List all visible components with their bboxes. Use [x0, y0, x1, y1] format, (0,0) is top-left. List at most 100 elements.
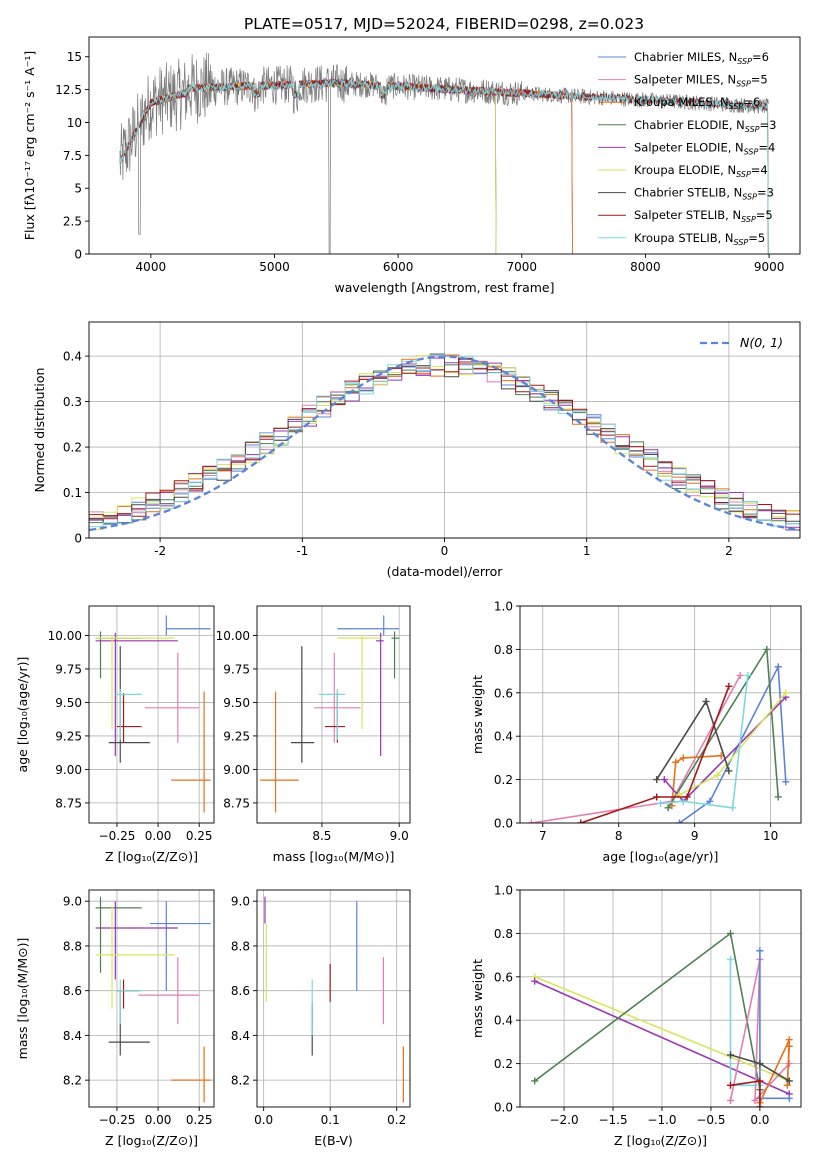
x-tick-label: 0.00	[145, 1113, 172, 1127]
y-tick-label: 0.0	[494, 817, 513, 831]
weight-marker	[660, 776, 668, 784]
weight-marker	[683, 793, 691, 801]
spectrum-legend: Chabrier MILES, NSSP=6 Salpeter MILES, NS…	[598, 50, 776, 247]
weight-marker	[756, 947, 764, 955]
x-tick-label: 4000	[136, 260, 167, 274]
weight-line-3	[667, 646, 779, 809]
weight-marker	[727, 955, 735, 963]
y-tick-label: 0.1	[63, 486, 82, 500]
y-tick-label: 8.6	[231, 984, 250, 998]
plot-frame	[88, 321, 801, 539]
x-axis-label: mass [log₁₀(M/M⊙)]	[273, 849, 395, 864]
x-axis-label: Z [log₁₀(Z/Z⊙)]	[105, 1133, 198, 1148]
x-tick-label: 1	[583, 544, 591, 558]
x-tick-label: 8000	[630, 260, 661, 274]
y-tick-label: 2.5	[63, 215, 82, 229]
weight-marker	[756, 1060, 764, 1068]
y-axis-label: mass [log₁₀(M/M⊙)]	[15, 938, 30, 1060]
x-tick-label: 0.25	[186, 1113, 213, 1127]
y-tick-label: 0.0	[494, 1101, 513, 1115]
x-tick-label: 0.0	[750, 1113, 769, 1127]
x-tick-label: 8	[615, 829, 623, 843]
y-tick-label: 9.50	[55, 696, 82, 710]
y-tick-label: 0.4	[63, 350, 82, 364]
x-tick-label: 0.0	[254, 1113, 273, 1127]
legend-label: N(0, 1)	[740, 335, 783, 350]
weight-marker	[729, 804, 737, 812]
x-tick-label: −0.5	[696, 1113, 725, 1127]
y-tick-label: 0.8	[494, 927, 513, 941]
weight-line-8	[660, 675, 749, 809]
y-tick-label: 8.2	[231, 1074, 250, 1088]
z-weight-panel: −2.0 −1.5 −1.0 −0.5 0.0 0.0 0.2 0.4 0.6 0.8 1.0 Z […	[470, 884, 802, 1148]
weight-marker	[785, 1077, 793, 1085]
z-age-panel: −0.25 0.00 0.25 8.75 9.00 9.25 9.50 9.75 10.00 Z …	[15, 605, 215, 864]
z-mass-panel: −0.25 0.00 0.25 8.2 8.4 8.6 8.8 9.0 Z [log₁₀(Z/Z…	[15, 889, 215, 1148]
y-tick-label: 10.00	[216, 629, 250, 643]
legend-label: Kroupa ELODIE, NSSP=4	[634, 163, 768, 179]
y-tick-label: 8.6	[63, 984, 82, 998]
weight-marker	[756, 1103, 764, 1107]
x-tick-label: −0.25	[99, 1113, 136, 1127]
x-tick-label: 2	[725, 544, 733, 558]
y-tick-label: 0.4	[494, 730, 513, 744]
weight-line-1	[534, 980, 790, 1095]
weight-marker	[785, 1042, 793, 1050]
y-tick-label: 9.00	[55, 763, 82, 777]
weight-marker	[736, 671, 744, 679]
weight-marker	[679, 797, 687, 805]
plot-frame	[519, 889, 802, 1108]
y-tick-label: 0	[74, 532, 82, 546]
legend-label: Salpeter MILES, NSSP=5	[634, 73, 768, 89]
weight-marker	[679, 754, 687, 762]
plot-area	[531, 929, 793, 1107]
age-weight-panel: 7 8 9 10 0.0 0.2 0.4 0.6 0.8 1.0 age [log₁₀(age/yr…	[470, 600, 802, 864]
weight-marker	[774, 793, 782, 801]
x-tick-label: 0.2	[387, 1113, 406, 1127]
y-tick-label: 0.8	[494, 643, 513, 657]
plot-frame	[256, 605, 411, 824]
y-tick-label: 9.25	[55, 729, 82, 743]
plot-frame	[88, 605, 215, 824]
y-tick-label: 8.4	[231, 1029, 250, 1043]
y-tick-label: 15	[67, 50, 82, 64]
legend-label: Chabrier STELIB, NSSP=3	[634, 186, 774, 202]
weight-marker	[706, 797, 714, 805]
weight-marker	[751, 1096, 759, 1104]
weight-marker	[675, 819, 683, 823]
weight-line-0	[534, 976, 790, 1082]
y-tick-label: 9.50	[223, 696, 250, 710]
model-line-2	[119, 78, 574, 254]
y-tick-label: 0.6	[494, 686, 513, 700]
x-tick-label: 0	[441, 544, 449, 558]
y-tick-label: 1.0	[494, 600, 513, 614]
y-tick-label: 0.2	[494, 1057, 513, 1071]
y-tick-label: 8.8	[231, 939, 250, 953]
weight-marker	[785, 1036, 793, 1044]
weight-line-1	[679, 663, 787, 823]
weight-marker	[763, 645, 771, 653]
x-axis-label: Z [log₁₀(Z/Z⊙)]	[105, 849, 198, 864]
x-tick-label: 0.1	[321, 1113, 340, 1127]
x-tick-label: −0.25	[99, 829, 136, 843]
weight-marker	[657, 799, 664, 807]
model-line-8	[119, 78, 770, 254]
y-tick-label: 8.8	[63, 939, 82, 953]
legend-label: Salpeter STELIB, NSSP=5	[634, 208, 773, 224]
weight-marker	[577, 819, 585, 823]
plot-frame	[256, 889, 411, 1108]
spectrum-panel: 4000 5000 6000 7000 8000 9000 0 2.5 5 7.5 10 12.5 15…	[22, 36, 801, 295]
y-tick-label: 9.00	[223, 763, 250, 777]
x-tick-label: 0.25	[186, 829, 213, 843]
weight-marker	[756, 1077, 764, 1085]
model-line-5	[138, 79, 498, 254]
y-tick-label: 8.75	[55, 796, 82, 810]
y-axis-label: mass weight	[470, 675, 485, 754]
weight-marker	[713, 771, 721, 779]
y-tick-label: 9.0	[231, 895, 250, 909]
x-tick-label: 7	[539, 829, 547, 843]
y-tick-label: 9.75	[55, 662, 82, 676]
legend-label: Salpeter ELODIE, NSSP=4	[634, 140, 775, 156]
figure-title: PLATE=0517, MJD=52024, FIBERID=0298, z=0…	[244, 15, 644, 33]
weight-marker	[672, 758, 680, 766]
